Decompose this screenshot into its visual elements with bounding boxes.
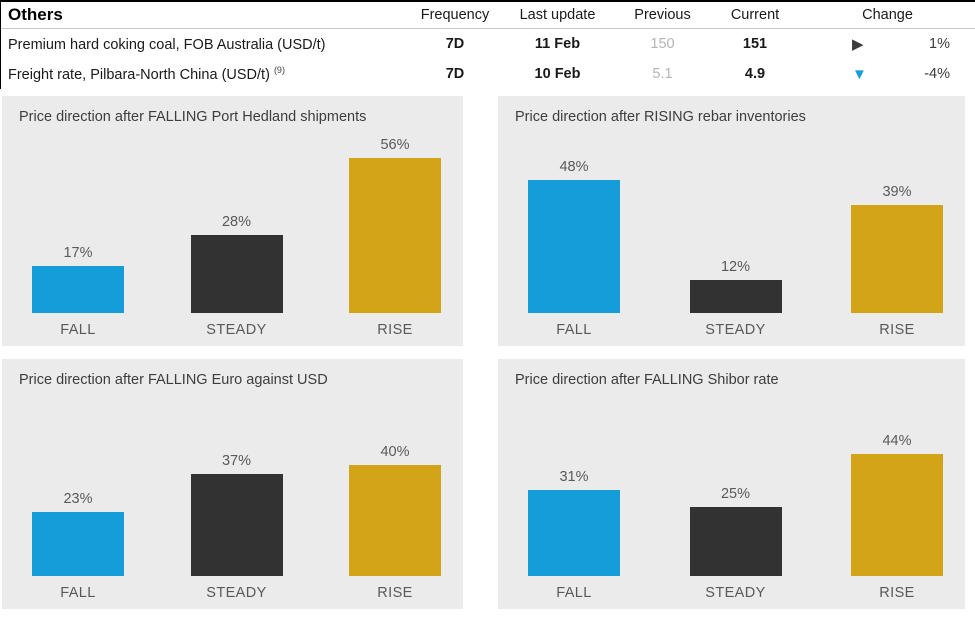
bar-column-fall: 23% — [32, 491, 124, 576]
category-label: STEADY — [206, 585, 267, 601]
indicators-table: Others Frequency Last update Previous Cu… — [0, 0, 975, 89]
category-label: RISE — [377, 585, 413, 601]
bar-group: 48% 12% 39% — [528, 136, 943, 313]
bar-column-steady: 37% — [190, 453, 283, 576]
bar-group: 17% 28% 56% — [32, 136, 441, 313]
bar-rise — [851, 205, 943, 313]
change-cell: ▶ 1% — [800, 36, 975, 52]
bar-column-steady: 12% — [689, 259, 782, 313]
indicator-name: Premium hard coking coal, FOB Australia … — [1, 35, 410, 53]
bar-rise — [349, 158, 441, 313]
change-percent: 1% — [929, 36, 950, 52]
down-triangle-icon: ▼ — [852, 65, 867, 83]
bar-fall — [528, 180, 620, 313]
indicator-name-text: Freight rate, Pilbara-North China (USD/t… — [8, 66, 270, 83]
category-labels: FALL STEADY RISE — [528, 322, 943, 338]
category-labels: FALL STEADY RISE — [32, 585, 441, 601]
column-header-current: Current — [730, 7, 780, 23]
chart-euro-against-usd: Price direction after FALLING Euro again… — [2, 359, 463, 609]
bar-rise — [851, 454, 943, 576]
indicator-name-text: Premium hard coking coal, FOB Australia … — [8, 36, 326, 53]
bar-column-steady: 25% — [689, 486, 782, 576]
table-row: Freight rate, Pilbara-North China (USD/t… — [1, 59, 975, 89]
bar-column-rise: 40% — [349, 444, 441, 576]
bar-column-rise: 44% — [851, 433, 943, 576]
frequency-value: 7D — [445, 66, 465, 82]
category-label: FALL — [60, 585, 96, 601]
category-label: RISE — [879, 322, 915, 338]
category-label: STEADY — [705, 585, 766, 601]
frequency-value: 7D — [445, 36, 465, 52]
bar-value-label: 17% — [63, 245, 93, 261]
bar-steady — [689, 280, 782, 313]
table-header-row: Others Frequency Last update Previous Cu… — [1, 2, 975, 29]
bar-value-label: 39% — [882, 184, 912, 200]
right-triangle-icon: ▶ — [852, 35, 864, 53]
category-label: STEADY — [206, 322, 267, 338]
bar-steady — [190, 235, 283, 313]
chart-rebar-inventories: Price direction after RISING rebar inven… — [498, 96, 965, 346]
column-header-change: Change — [862, 7, 913, 23]
bar-value-label: 31% — [559, 469, 589, 485]
category-label: STEADY — [705, 322, 766, 338]
bar-column-fall: 17% — [32, 245, 124, 313]
bar-value-label: 12% — [720, 259, 751, 275]
bar-steady — [689, 507, 782, 576]
chart-shibor-rate: Price direction after FALLING Shibor rat… — [498, 359, 965, 609]
bar-column-fall: 31% — [528, 469, 620, 576]
current-value: 4.9 — [744, 66, 766, 82]
bar-column-steady: 28% — [190, 214, 283, 313]
table-title: Others — [8, 5, 63, 24]
category-labels: FALL STEADY RISE — [32, 322, 441, 338]
column-header-previous: Previous — [634, 7, 691, 23]
category-label: RISE — [377, 322, 413, 338]
bar-rise — [349, 465, 441, 576]
bar-value-label: 56% — [380, 137, 410, 153]
column-header-frequency: Frequency — [420, 7, 490, 23]
category-label: FALL — [60, 322, 96, 338]
charts-grid: Price direction after FALLING Port Hedla… — [2, 96, 965, 609]
table-row: Premium hard coking coal, FOB Australia … — [1, 29, 975, 59]
chart-title: Price direction after FALLING Shibor rat… — [515, 372, 779, 388]
bar-steady — [190, 474, 283, 576]
bar-column-rise: 39% — [851, 184, 943, 313]
footnote-superscript: (9) — [273, 65, 285, 76]
bar-fall — [528, 490, 620, 576]
bar-group: 23% 37% 40% — [32, 399, 441, 576]
bar-value-label: 37% — [221, 453, 252, 469]
category-label: RISE — [879, 585, 915, 601]
category-labels: FALL STEADY RISE — [528, 585, 943, 601]
bar-value-label: 25% — [720, 486, 751, 502]
current-value: 151 — [742, 36, 768, 52]
previous-value: 150 — [650, 36, 675, 52]
category-label: FALL — [556, 322, 592, 338]
change-percent: -4% — [924, 66, 950, 82]
bar-column-rise: 56% — [349, 137, 441, 313]
bar-value-label: 23% — [63, 491, 93, 507]
chart-title: Price direction after FALLING Port Hedla… — [19, 109, 367, 125]
bar-fall — [32, 266, 124, 313]
bar-fall — [32, 512, 124, 576]
last-update-value: 10 Feb — [534, 66, 581, 82]
bar-group: 31% 25% 44% — [528, 399, 943, 576]
indicator-name: Freight rate, Pilbara-North China (USD/t… — [1, 65, 410, 83]
chart-title: Price direction after RISING rebar inven… — [515, 109, 806, 125]
bar-value-label: 40% — [380, 444, 410, 460]
chart-port-hedland-shipments: Price direction after FALLING Port Hedla… — [2, 96, 463, 346]
bar-value-label: 44% — [882, 433, 912, 449]
last-update-value: 11 Feb — [534, 36, 581, 52]
column-header-last-update: Last update — [519, 7, 596, 23]
category-label: FALL — [556, 585, 592, 601]
bar-column-fall: 48% — [528, 159, 620, 313]
previous-value: 5.1 — [652, 66, 673, 82]
chart-title: Price direction after FALLING Euro again… — [19, 372, 328, 388]
bar-value-label: 48% — [559, 159, 589, 175]
change-cell: ▼ -4% — [800, 66, 975, 82]
bar-value-label: 28% — [221, 214, 252, 230]
